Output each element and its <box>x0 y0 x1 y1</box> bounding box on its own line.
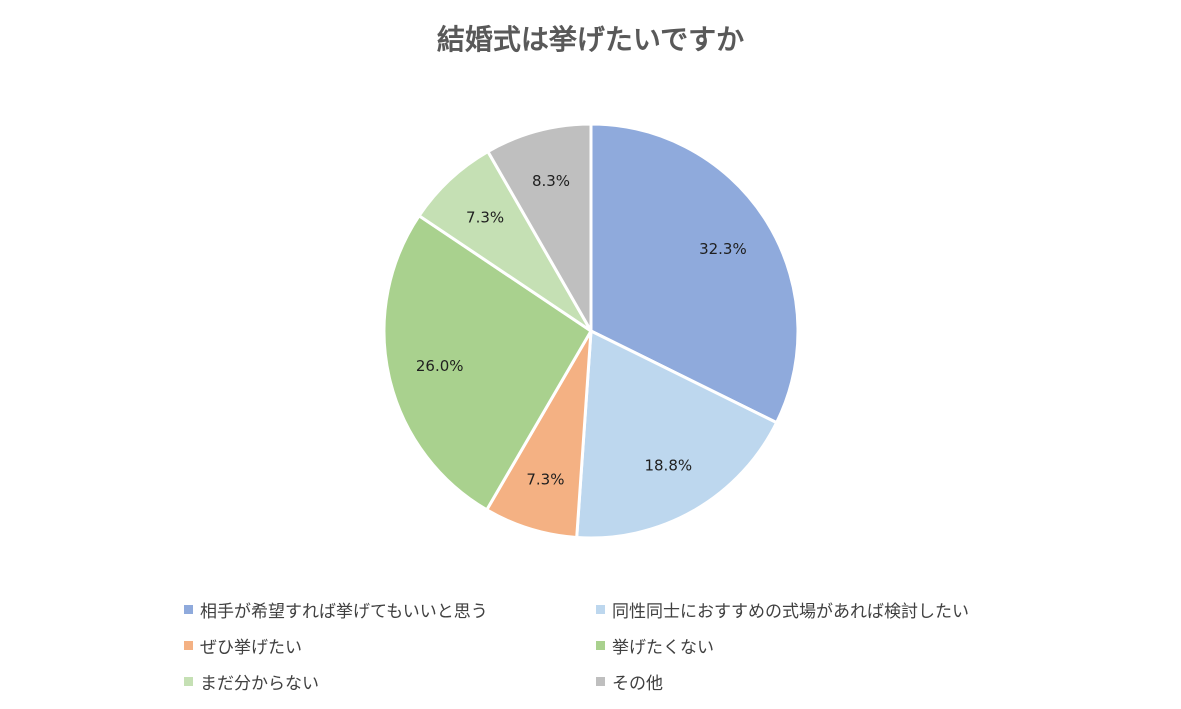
legend-item-5: まだ分からない <box>184 666 319 696</box>
legend-item-4: 挙げたくない <box>596 630 714 660</box>
legend-item-1: 相手が希望すれば挙げてもいいと思う <box>184 594 488 624</box>
legend-label: 挙げたくない <box>612 637 714 658</box>
legend-label: その他 <box>612 673 663 694</box>
legend-item-2: 同性同士におすすめの式場があれば検討したい <box>596 594 969 624</box>
legend-swatch <box>184 640 193 650</box>
pie-slice-1 <box>589 122 800 425</box>
data-label-1: 32.3% <box>699 240 747 258</box>
pie-slice-6 <box>486 122 593 333</box>
legend-swatch <box>596 676 605 686</box>
legend-label: 同性同士におすすめの式場があれば検討したい <box>612 601 969 622</box>
legend-label: 相手が希望すれば挙げてもいいと思う <box>200 601 488 622</box>
legend-label: まだ分からない <box>200 673 319 694</box>
pie-slice-4 <box>382 214 593 512</box>
data-label-4: 26.0% <box>416 357 464 375</box>
pie-slice-2 <box>575 329 779 540</box>
data-label-5: 7.3% <box>466 209 504 227</box>
legend-swatch <box>596 640 605 650</box>
data-label-2: 18.8% <box>644 457 692 475</box>
legend-item-6: その他 <box>596 666 663 696</box>
legend-swatch <box>596 604 605 614</box>
legend-swatch <box>184 676 193 686</box>
legend-label: ぜひ挙げたい <box>200 637 302 658</box>
chart-title: 結婚式は挙げたいですか <box>436 23 745 56</box>
data-label-6: 8.3% <box>532 172 570 190</box>
legend-swatch <box>184 604 193 614</box>
legend-item-3: ぜひ挙げたい <box>184 630 302 660</box>
data-label-3: 7.3% <box>526 470 564 488</box>
